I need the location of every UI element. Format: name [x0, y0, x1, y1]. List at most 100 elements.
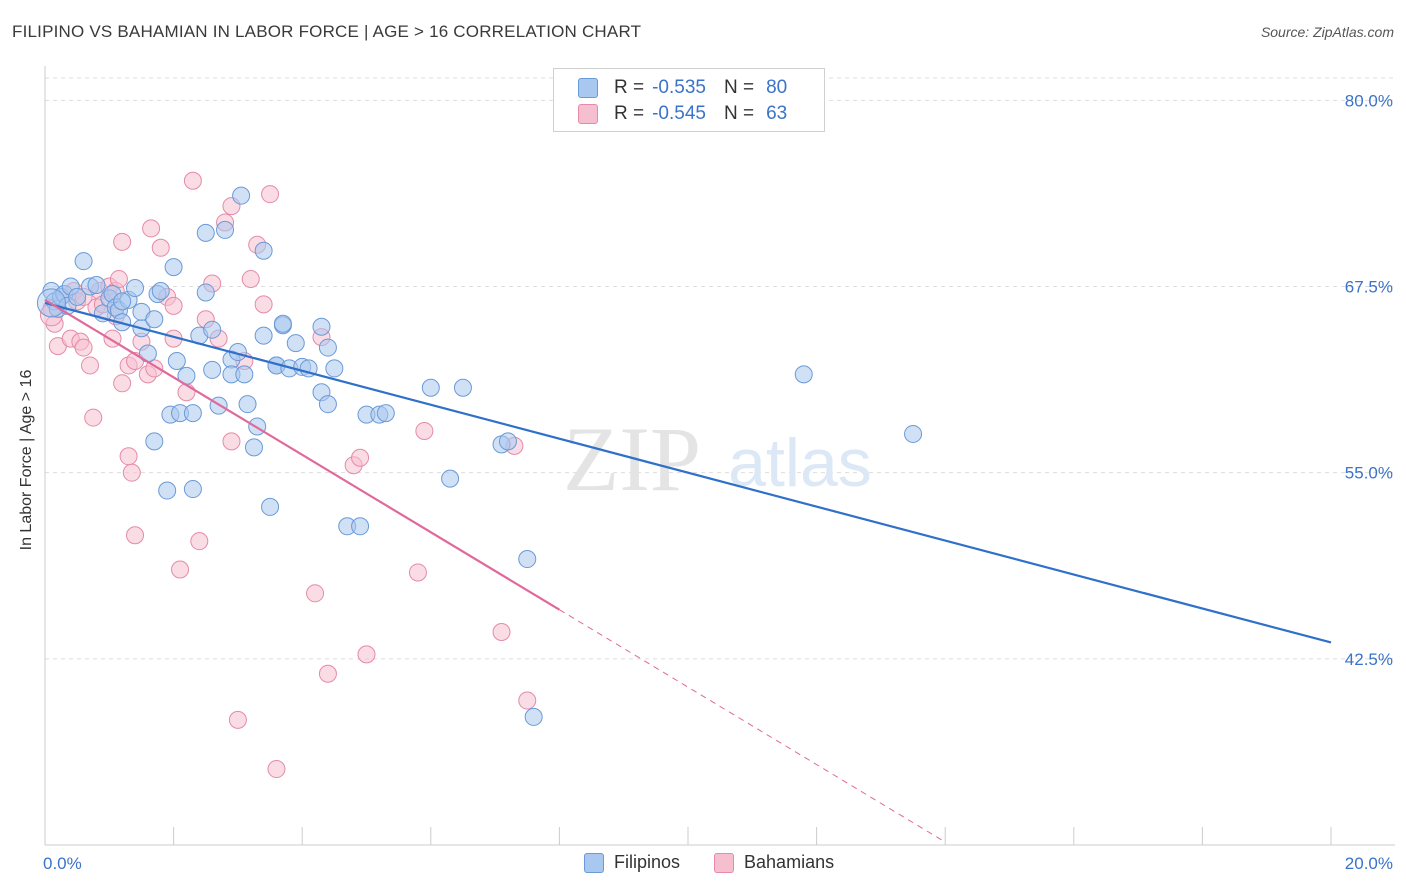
trend-lines: [44, 298, 1332, 843]
filipino-point: [312, 317, 331, 336]
tick-labels: 42.5% 55.0% 67.5% 80.0% 0.0% 20.0%: [43, 91, 1393, 873]
filipino-point: [254, 326, 273, 345]
bahamian-point: [151, 238, 170, 257]
watermark: ZIP atlas: [563, 408, 872, 510]
legend-item-filipinos[interactable]: Filipinos: [584, 852, 680, 873]
bahamian-point: [518, 691, 537, 710]
bahamian-point: [122, 463, 141, 482]
x-tick-label: 20.0%: [1345, 854, 1393, 873]
bahamian-point: [241, 270, 260, 289]
filipino-point: [183, 404, 202, 423]
filipino-point: [238, 395, 257, 414]
bahamian-point: [113, 374, 132, 393]
filipino-point: [203, 360, 222, 379]
bahamian-point: [306, 584, 325, 603]
filipino-point: [441, 469, 460, 488]
filipino-point: [196, 223, 215, 242]
filipino-point: [183, 480, 202, 499]
bahamian-point: [81, 356, 100, 375]
filipino-point: [286, 334, 305, 353]
legend-swatch-blue: [578, 78, 598, 98]
filipino-point: [158, 481, 177, 500]
filipino-point: [87, 276, 106, 295]
legend-swatch-pink: [714, 852, 735, 873]
filipino-point: [273, 314, 292, 333]
filipino-point: [453, 378, 472, 397]
bahamian-point: [415, 421, 434, 440]
filipino-point: [498, 432, 517, 451]
filipino-point: [518, 550, 537, 569]
bahamian-point: [267, 760, 286, 779]
chart-title: FILIPINO VS BAHAMIAN IN LABOR FORCE | AG…: [12, 22, 642, 41]
filipino-point: [318, 338, 337, 357]
bahamian-point: [109, 270, 128, 289]
filipino-point: [164, 258, 183, 277]
bahamian-point: [222, 432, 241, 451]
correlation-legend: R = -0.535 N = 80 R = -0.545 N = 63: [553, 68, 825, 132]
filipino-point: [254, 241, 273, 260]
bahamian-point: [254, 295, 273, 314]
filipino-point: [524, 707, 543, 726]
filipinos-points: [36, 186, 923, 726]
watermark-atlas: atlas: [728, 425, 872, 501]
filipino-point: [203, 320, 222, 339]
legend-n-value: 63: [766, 103, 788, 124]
legend-item-bahamians[interactable]: Bahamians: [714, 852, 834, 873]
filipino-point: [244, 438, 263, 457]
y-tick-label: 67.5%: [1345, 278, 1393, 297]
bahamian-point: [126, 526, 145, 545]
bahamian-point: [171, 560, 190, 579]
filipino-point: [318, 395, 337, 414]
bahamian-point: [357, 645, 376, 664]
bahamian-point: [113, 232, 132, 251]
filipino-point: [904, 424, 923, 443]
filipino-point: [196, 283, 215, 302]
filipino-point: [126, 278, 145, 297]
bahamian-point: [74, 338, 93, 357]
filipino-point: [113, 292, 132, 311]
legend-swatch-pink: [578, 104, 598, 124]
legend-r-label: R =: [614, 103, 645, 124]
y-tick-label: 80.0%: [1345, 91, 1393, 110]
bahamian-point: [261, 185, 280, 204]
bahamian-point: [119, 447, 138, 466]
legend-r-value: -0.545: [652, 103, 706, 124]
x-tick-label: 0.0%: [43, 854, 82, 873]
filipino-point: [235, 365, 254, 384]
filipino-point: [794, 365, 813, 384]
bahamian-point: [84, 408, 103, 427]
filipino-point: [145, 310, 164, 329]
filipino-point: [68, 287, 87, 306]
legend-row-filipinos: R = -0.535 N = 80: [578, 77, 787, 99]
filipino-point: [167, 351, 186, 370]
bahamians-trend-line: [44, 298, 560, 611]
bahamian-point: [351, 448, 370, 467]
bahamian-point: [183, 171, 202, 190]
filipino-point: [145, 432, 164, 451]
filipino-point: [421, 378, 440, 397]
filipino-point: [216, 220, 235, 239]
y-tick-label: 55.0%: [1345, 464, 1393, 483]
filipino-point: [232, 186, 251, 205]
bahamian-point: [142, 219, 161, 238]
legend-r-value: -0.535: [652, 77, 706, 98]
bahamian-point: [408, 563, 427, 582]
bahamian-point: [318, 664, 337, 683]
filipino-point: [261, 497, 280, 516]
filipino-point: [351, 517, 370, 536]
legend-n-label: N =: [723, 103, 755, 124]
legend-row-bahamians: R = -0.545 N = 63: [578, 103, 787, 125]
legend-r-label: R =: [614, 77, 645, 98]
bahamians-points: [39, 171, 537, 779]
legend-n-label: N =: [723, 77, 755, 98]
filipino-point: [325, 359, 344, 378]
bahamian-point: [228, 710, 247, 729]
legend-n-value: 80: [766, 77, 788, 98]
y-tick-label: 42.5%: [1345, 650, 1393, 669]
source-label: Source: ZipAtlas.com: [1260, 24, 1394, 40]
bahamian-point: [164, 296, 183, 315]
bahamians-trend-extension: [559, 609, 946, 843]
filipino-point: [74, 252, 93, 271]
y-axis-label: In Labor Force | Age > 16: [18, 369, 35, 551]
